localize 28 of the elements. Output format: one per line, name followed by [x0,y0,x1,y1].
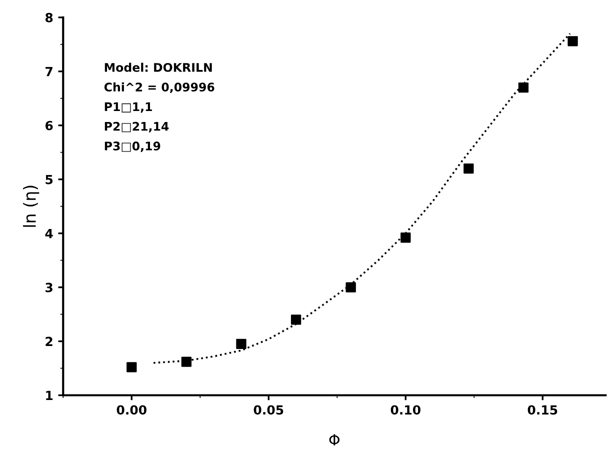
point [518,82,529,93]
annotation: P3□0,19 [104,142,160,152]
point [126,362,137,372]
y-tick-label: 4 [45,228,53,238]
y-axis-title: ln (η) [23,186,40,227]
x-tick-label: 0.15 [528,405,558,415]
y-tick-label: 3 [46,282,52,292]
point [568,36,578,46]
annotation: P1□1,1 [104,102,152,113]
y-tick-label: 7 [46,67,52,76]
x-tick-label: 0.00 [116,405,146,415]
point [181,356,192,367]
x-axis-title: Φ [329,434,340,446]
y-tick-label: 8 [45,12,53,22]
y-tick-label: 6 [45,120,53,130]
annotation: P2□21,14 [104,122,169,132]
point [400,232,411,243]
point [464,163,474,174]
y-tick-label: 2 [46,336,52,346]
annotation: Model: DOKRILN [104,62,212,72]
y-tick-label: 5 [46,174,53,184]
x-tick-label: 0.05 [254,405,284,415]
x-tick-label: 0.10 [390,405,420,415]
point [236,338,246,350]
point [290,314,302,325]
annotation: Chi^2 = 0,09996 [104,82,214,94]
y-tick-label: 1 [46,390,53,400]
point [346,282,356,292]
